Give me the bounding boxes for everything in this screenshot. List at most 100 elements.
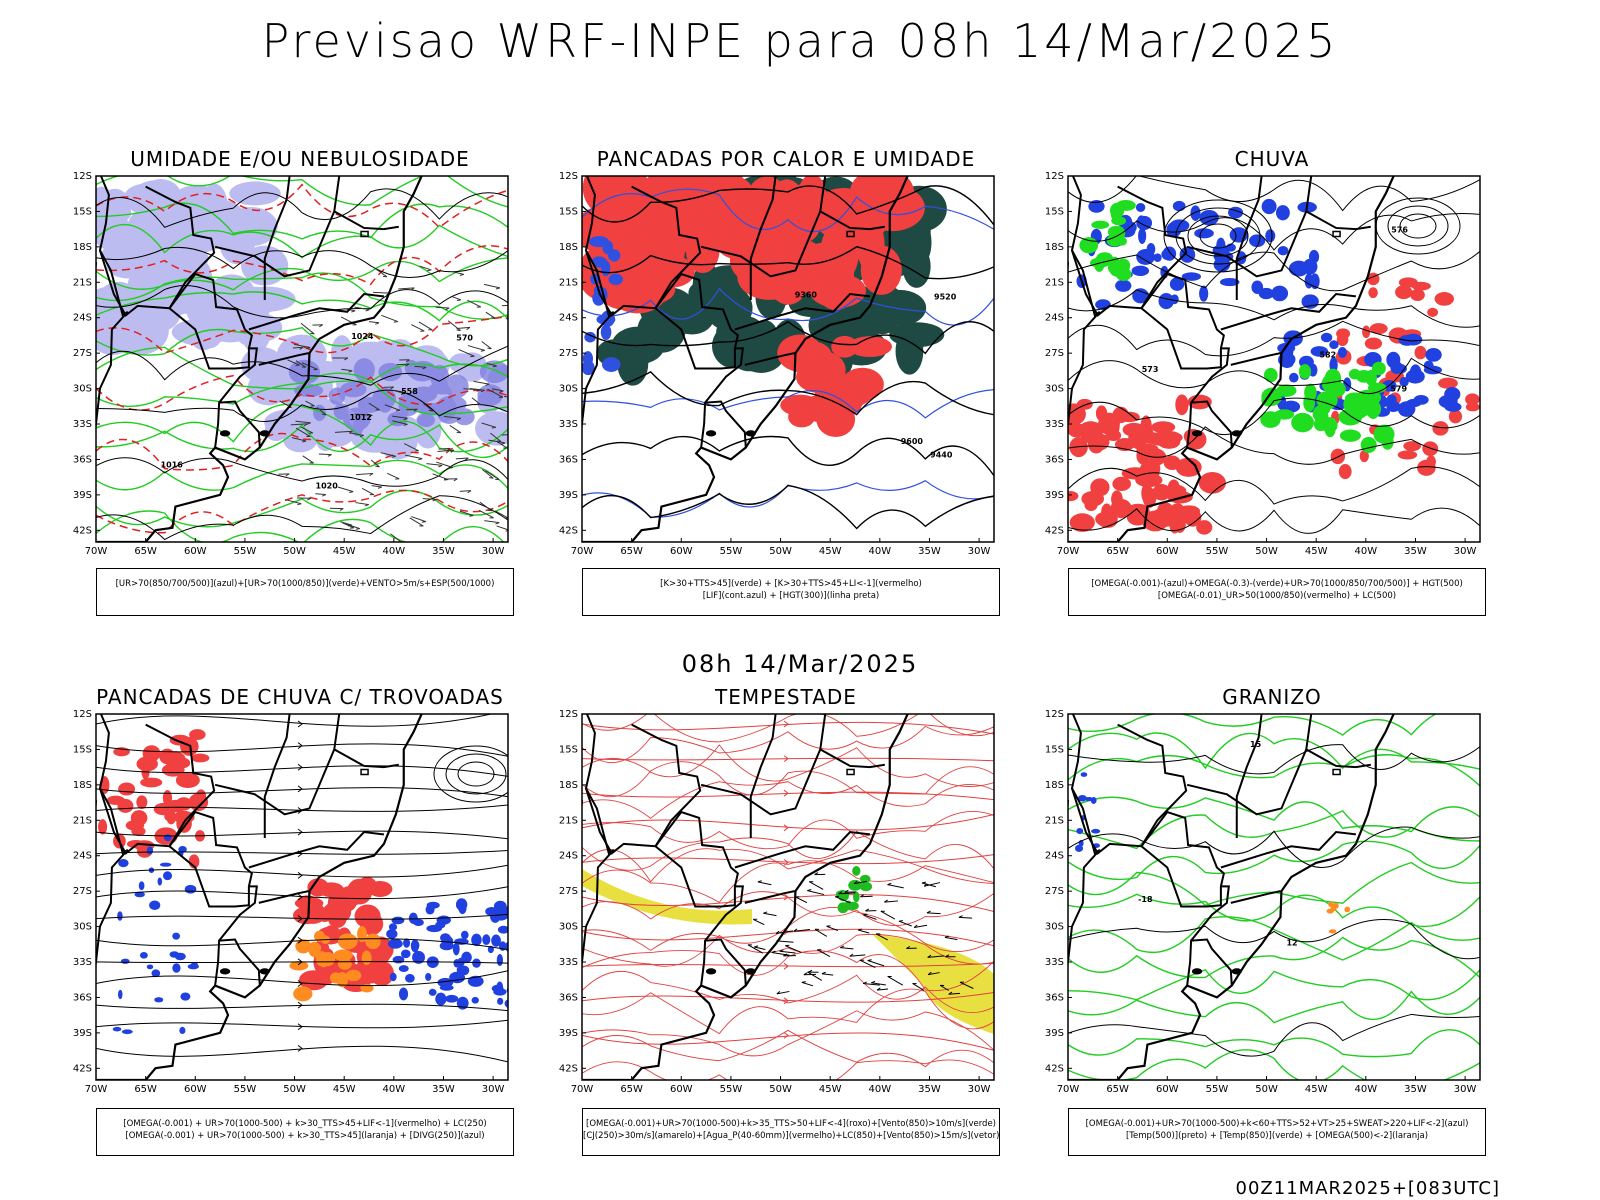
shade-blob	[1364, 337, 1383, 350]
contour-line	[1068, 320, 1480, 357]
wind-arrowhead	[923, 883, 928, 887]
shade-blob	[455, 898, 468, 911]
country-border	[582, 249, 615, 432]
wind-arrow	[342, 522, 355, 529]
wind-arrowhead	[365, 309, 370, 312]
map-layer	[96, 714, 522, 1063]
country-border	[98, 714, 216, 855]
wind-arrowhead	[509, 305, 512, 307]
shade-blob	[601, 357, 621, 372]
wind-arrow	[876, 988, 889, 991]
streamline	[96, 743, 508, 757]
country-border	[584, 176, 702, 317]
map-trovoadas: 12S 15S 18S 21S 24S 27S 30S 33S 36S 39S 42S 70W 65W 6…	[73, 709, 522, 1095]
wind-arrowhead	[428, 409, 434, 412]
shade-blob	[1422, 441, 1439, 456]
shade-blob	[1112, 476, 1131, 492]
panel-title-tempestade: TEMPESTADE	[715, 685, 857, 709]
wind-arrowhead	[456, 329, 461, 332]
shade-blob	[1309, 249, 1320, 264]
wind-arrow	[315, 493, 326, 496]
lon-tick-label: 35W	[918, 1084, 941, 1095]
streamline-arrow	[297, 763, 303, 771]
wind-arrow	[463, 388, 481, 391]
map-tempestade: 12S 15S 18S 21S 24S 27S 30S 33S 36S 39S 42S 70W 65W 6…	[559, 709, 995, 1095]
wind-arrow	[406, 408, 418, 411]
shade-blob	[1068, 490, 1079, 502]
shade-blob	[1198, 472, 1226, 494]
wind-arrowhead	[422, 366, 427, 370]
wind-arrowhead	[464, 457, 469, 461]
wind-arrow	[859, 959, 876, 969]
wind-arrowhead	[450, 449, 455, 453]
shade-blob	[391, 916, 405, 925]
wind-arrowhead	[867, 959, 872, 961]
wind-arrow	[293, 343, 311, 348]
shade-blob	[1132, 288, 1149, 304]
shade-blob	[608, 273, 623, 286]
wind-arrow	[410, 324, 425, 332]
lon-tick-label: 30W	[482, 1084, 505, 1095]
contour-line	[582, 714, 994, 743]
country-border	[1190, 347, 1230, 404]
country-border	[749, 176, 777, 300]
contour-line	[1068, 936, 1480, 979]
contour-line	[582, 988, 994, 1035]
shade-blob	[405, 973, 415, 983]
shade-blob	[139, 952, 148, 959]
mid-forecast-time: 08h 14/Mar/2025	[681, 650, 919, 678]
lon-tick-label: 55W	[1206, 1084, 1229, 1095]
wind-arrowhead	[862, 981, 867, 984]
wind-arrowhead	[871, 980, 876, 984]
shade-blob	[509, 958, 518, 965]
shade-blob	[387, 938, 403, 949]
shade-blob	[1397, 450, 1418, 460]
wind-arrow	[381, 314, 398, 322]
shade-blob	[190, 962, 198, 968]
shade-blob	[509, 939, 522, 947]
map-frame	[581, 713, 995, 1081]
wind-arrowhead	[377, 486, 383, 489]
shade-blob	[1169, 517, 1180, 534]
wind-arrowhead	[857, 928, 863, 931]
contour-line	[1068, 507, 1480, 534]
lat-tick-label: 42S	[1045, 525, 1064, 536]
shade-blob	[736, 331, 786, 373]
lat-tick-label: 24S	[559, 313, 578, 324]
map-granizo: 15 12 -18 12S 15S 18S 21S 24S 27S 30S 33S 36S 39S 42S…	[1045, 709, 1481, 1095]
contour-line	[96, 495, 508, 541]
legend-line: [K>30+TTS>45](verde) + [K>30+TTS>45+LI<-…	[660, 579, 922, 589]
shade-blob	[1153, 253, 1162, 262]
lat-tick-label: 24S	[73, 851, 92, 862]
wind-arrow	[884, 900, 899, 903]
shade-blob	[1425, 347, 1442, 362]
wind-arrowhead	[763, 911, 768, 914]
lon-tick-label: 30W	[482, 546, 505, 557]
shade-blob	[819, 392, 844, 427]
shade-blob	[340, 381, 367, 398]
lon-tick-label: 60W	[670, 546, 693, 557]
wind-arrow	[368, 402, 380, 411]
wind-arrowhead	[307, 497, 312, 501]
legend-line: [OMEGA(-0.001)-(azul)+OMEGA(-0.3)-(verde…	[1091, 579, 1463, 589]
shade-blob	[120, 958, 130, 964]
contour-line	[96, 223, 508, 259]
country-border	[258, 890, 309, 904]
shade-blob	[1275, 205, 1290, 221]
lat-tick-label: 42S	[559, 525, 578, 536]
wind-arrowhead	[351, 310, 356, 313]
shade-blob	[1091, 828, 1101, 834]
lake	[745, 430, 756, 437]
shade-blob	[1399, 376, 1409, 387]
panel-title-granizo: GRANIZO	[1222, 685, 1322, 709]
map-frame	[1067, 713, 1481, 1081]
shade-blob	[1368, 287, 1378, 299]
shade-blob	[471, 933, 482, 947]
wind-arrow	[355, 502, 369, 506]
contour-line	[582, 950, 994, 992]
country-border	[654, 272, 739, 370]
lat-tick-label: 36S	[559, 992, 578, 1003]
lat-tick-label: 39S	[1045, 490, 1064, 501]
wind-arrow	[487, 388, 504, 398]
lat-tick-label: 30S	[73, 384, 92, 395]
